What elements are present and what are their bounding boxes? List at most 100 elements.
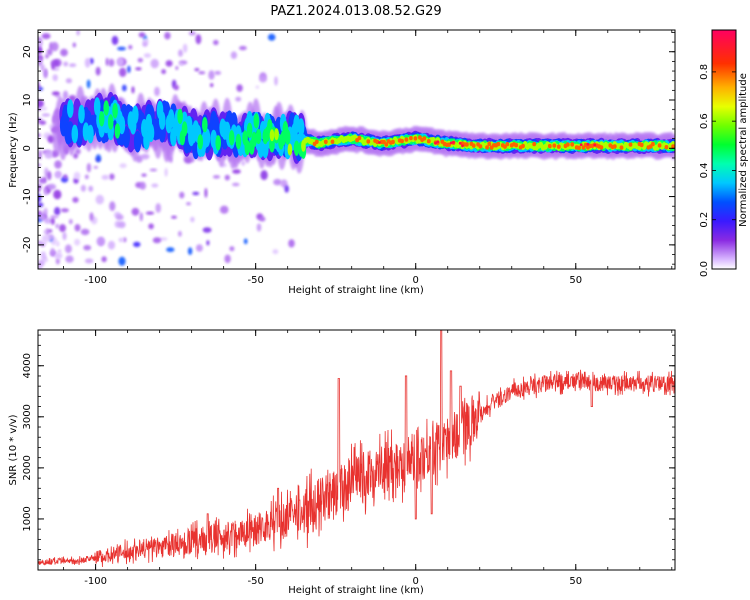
- spectrogram-ridge-blob: [547, 143, 552, 149]
- spectrogram-noise-blob: [93, 165, 99, 169]
- spectrogram-noise-blob: [63, 174, 68, 180]
- spectrogram-ridge-blob: [244, 139, 251, 156]
- spectrogram-noise-blob: [141, 173, 147, 177]
- spectrogram-ridge-blob: [422, 136, 427, 141]
- spectrogram-noise-blob: [178, 62, 184, 66]
- spectrogram-noise-blob: [138, 32, 146, 38]
- spectrogram-ridge-blob: [409, 135, 413, 141]
- colorbar-tick-label: 0.0: [699, 261, 710, 277]
- spectrogram-noise-blob: [204, 187, 208, 198]
- spectrogram-noise-blob: [190, 216, 195, 223]
- spectrogram-ridge-blob: [447, 142, 451, 147]
- spectrogram-noise-blob: [42, 210, 47, 216]
- spectrogram-noise-blob: [62, 232, 67, 241]
- spectrogram-ridge-blob: [378, 141, 381, 144]
- snr-x-tick-label: -100: [84, 576, 107, 587]
- spectrogram-noise-blob: [84, 57, 91, 68]
- spectrogram-noise-blob: [74, 224, 81, 232]
- spectrogram-y-tick-label: 10: [22, 94, 33, 107]
- spectrogram-noise-blob: [97, 237, 105, 247]
- spectrogram-noise-blob: [43, 68, 48, 78]
- snr-y-tick-label: 2000: [22, 455, 33, 480]
- snr-x-tick-label: 50: [569, 576, 582, 587]
- spectrogram-ridge-blob: [505, 142, 510, 147]
- snr-y-tick-label: 3000: [22, 404, 33, 429]
- spectrogram-noise-blob: [131, 86, 135, 94]
- spectrogram-noise-blob: [88, 185, 94, 192]
- spectrogram-noise-blob: [182, 43, 188, 53]
- figure-title: PAZ1.2024.013.08.52.G29: [270, 4, 441, 19]
- spectrogram-noise-blob: [127, 65, 131, 74]
- spectrogram-noise-blob: [54, 252, 63, 260]
- spectrogram-noise-blob: [243, 238, 248, 245]
- spectrogram-noise-blob: [43, 187, 48, 196]
- spectrogram-noise-blob: [48, 229, 53, 233]
- spectrogram-noise-blob: [187, 247, 193, 256]
- spectrogram-ridge-blob: [253, 113, 260, 129]
- spectrogram-noise-blob: [108, 58, 115, 67]
- spectrogram-noise-blob: [164, 167, 168, 177]
- spectrogram-noise-blob: [89, 212, 94, 221]
- spectrogram-noise-blob: [232, 182, 240, 187]
- spectrogram-noise-blob: [143, 53, 151, 58]
- spectrogram-ridge-blob: [114, 123, 121, 139]
- spectrogram-noise-blob: [50, 41, 59, 52]
- spectrogram-noise-blob: [194, 68, 200, 72]
- spectrogram-noise-blob: [101, 256, 107, 263]
- spectrogram-ridge-blob: [297, 118, 305, 137]
- spectrogram-xlabel: Height of straight line (km): [288, 285, 424, 296]
- spectrogram-noise-blob: [51, 91, 61, 96]
- spectrogram-noise-blob: [69, 63, 77, 67]
- spectrogram-ridge-blob: [132, 105, 139, 125]
- spectrogram-ridge-blob: [452, 140, 455, 144]
- spectrogram-x-tick-label: -100: [84, 275, 107, 286]
- spectrogram-noise-blob: [288, 239, 295, 248]
- spectrogram-noise-blob: [206, 240, 210, 246]
- spectrogram-noise-blob: [151, 183, 159, 188]
- spectrogram-noise-blob: [55, 257, 60, 265]
- colorbar: 0.0 0.2 0.4 0.6 0.8 Normalized spectral ampl…: [699, 29, 749, 277]
- spectrogram-noise-blob: [259, 216, 266, 222]
- spectrogram-noise-blob: [41, 106, 47, 111]
- spectrogram-ridge-blob: [284, 129, 291, 145]
- spectrogram-noise-blob: [63, 61, 69, 67]
- spectrogram-ridge-blob: [67, 99, 74, 118]
- spectrogram-y-tick-label: -20: [22, 237, 33, 253]
- spectrogram-noise-blob: [178, 49, 183, 57]
- colorbar-tick-label: 0.2: [699, 212, 710, 228]
- colorbar-ticks: 0.0 0.2 0.4 0.6 0.8: [699, 64, 736, 277]
- spectrogram-noise-blob: [213, 39, 219, 46]
- spectrogram-noise-blob: [159, 237, 168, 241]
- spectrogram-noise-blob: [54, 207, 61, 216]
- spectrogram-noise-blob: [52, 74, 58, 82]
- snr-x-tick-label: 0: [413, 576, 419, 587]
- spectrogram-noise-blob: [152, 237, 162, 244]
- spectrogram-noise-blob: [72, 197, 79, 203]
- spectrogram-ridge-blob: [323, 139, 328, 144]
- snr-frame: [37, 329, 676, 571]
- spectrogram-noise-blob: [140, 153, 150, 160]
- spectrogram-ridge-blob: [274, 128, 279, 141]
- spectrogram-noise-blob: [38, 193, 42, 203]
- spectrogram-noise-blob: [75, 148, 81, 155]
- spectrogram-noise-blob: [118, 256, 126, 266]
- spectrogram-ridge-blob: [593, 143, 597, 147]
- spectrogram-noise-blob: [54, 160, 62, 169]
- spectrogram-noise-blob: [241, 160, 245, 166]
- spectrogram-ridge-blob: [404, 137, 409, 142]
- spectrogram-noise-blob: [50, 247, 55, 257]
- spectrogram-noise-blob: [45, 54, 49, 59]
- spectrogram-noise-blob: [38, 214, 47, 221]
- spectrogram-noise-blob: [76, 30, 80, 36]
- spectrogram-ridge-blob: [122, 126, 130, 148]
- spectrogram-noise-blob: [62, 90, 69, 100]
- spectrogram-noise-blob: [178, 230, 182, 237]
- spectrogram-ridge-blob: [107, 114, 114, 130]
- spectrogram-noise-blob: [148, 223, 154, 230]
- spectrogram-ridge-blob: [461, 144, 464, 148]
- spectrogram-ridge-blob: [177, 108, 183, 125]
- spectrogram-noise-blob: [109, 173, 115, 180]
- spectrogram-blobs: [38, 30, 675, 269]
